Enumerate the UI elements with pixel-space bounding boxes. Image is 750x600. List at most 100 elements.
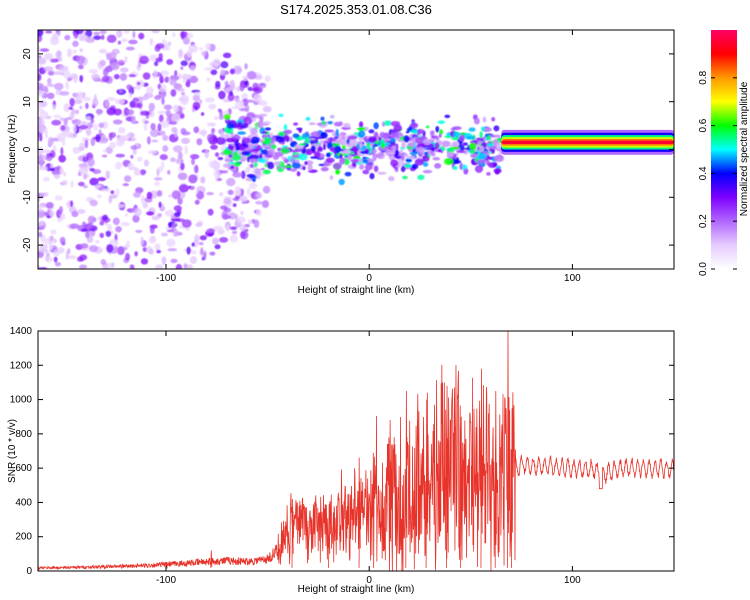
spectrogram-cell	[426, 147, 437, 151]
spectrogram-cell	[239, 99, 244, 106]
spectrogram-cell	[145, 86, 154, 95]
spectrogram-cell	[358, 159, 363, 163]
colorbar-tick-label: 0.2	[698, 214, 709, 228]
spectrogram-cell	[357, 130, 366, 138]
spectrogram-cell	[429, 130, 435, 136]
spectrogram-cell	[466, 135, 476, 140]
spectrogram-cell	[57, 31, 61, 36]
spectrogram-cell	[143, 159, 149, 167]
spectrogram-cell	[38, 196, 41, 203]
spectrogram-cell	[144, 120, 150, 124]
spectrogram-cell	[99, 30, 107, 35]
spectrogram-cell	[143, 122, 148, 132]
spectrogram-cell	[444, 114, 451, 119]
spectrogram-cell	[173, 145, 183, 153]
spectrogram-cell	[158, 201, 162, 208]
spectrogram-cell	[304, 161, 308, 166]
spectrogram-cell	[162, 145, 169, 152]
spectrogram-cell	[93, 123, 98, 131]
spectrogram-cell	[181, 73, 192, 80]
spectrogram-cell	[244, 167, 251, 174]
spectrogram-cell	[488, 145, 498, 150]
spectrogram-cell	[218, 90, 226, 100]
spectrogram-cell	[313, 151, 321, 158]
spectrogram-cell	[161, 256, 167, 266]
spectrogram-cell	[42, 176, 50, 182]
spectrogram-cell	[82, 96, 91, 102]
spectrogram-cell	[169, 79, 177, 86]
spectrogram-cell	[85, 127, 92, 136]
spectrogram-cell	[170, 218, 181, 222]
spectrogram-cell	[401, 141, 406, 149]
spectrogram-cell	[333, 121, 343, 127]
spectrogram-cell	[59, 167, 64, 174]
spectrogram-cell	[99, 220, 105, 226]
spectrogram-cell	[341, 144, 346, 150]
spectrogram-cell	[484, 127, 492, 133]
spectrogram-cell	[229, 68, 236, 75]
spectrogram-cell	[159, 130, 166, 136]
spectrogram-cell	[72, 125, 77, 133]
spectrogram-cell	[283, 158, 289, 164]
spectrogram-cell	[356, 127, 366, 131]
spectrogram-cell	[348, 139, 357, 146]
spectrogram-cell	[310, 156, 318, 159]
snr-y-tick-label: 800	[15, 429, 32, 440]
spectrogram-cell	[115, 153, 125, 158]
spectrogram-cell	[326, 157, 335, 163]
spectrogram-cell	[234, 161, 241, 167]
spectrogram-cell	[283, 129, 293, 135]
spectrogram-cell	[116, 30, 123, 38]
spectrogram-cell	[335, 170, 341, 175]
spectrogram-cell	[66, 248, 71, 255]
colorbar-label: Normalized spectral amplitude	[739, 81, 750, 216]
spectrogram-cell	[248, 142, 255, 149]
spectrogram-cell	[159, 114, 164, 123]
spectrogram-y-axis-label: Frequency (Hz)	[7, 115, 18, 184]
spectrogram-cell	[53, 71, 63, 76]
spectrogram-cell	[329, 175, 334, 180]
spectrogram-cell	[267, 161, 275, 170]
spectrogram-cell	[280, 148, 290, 154]
spectrogram-cell	[390, 121, 401, 127]
spectrogram-x-axis-label: Height of straight line (km)	[298, 285, 415, 296]
spectrogram-cell	[47, 70, 55, 76]
spectrogram-cell	[339, 153, 343, 159]
spectrogram-cell	[128, 39, 138, 45]
spectrogram-cell	[160, 232, 169, 237]
spectrogram-cell	[38, 166, 48, 171]
spectrogram-cell	[173, 104, 179, 113]
spectrogram-cell	[38, 102, 42, 110]
spectrogram-cell	[140, 258, 149, 265]
spectrogram-cell	[104, 99, 110, 108]
spectrogram-cell	[136, 156, 143, 162]
spectrogram-cell	[220, 61, 229, 69]
spectrogram-cell	[189, 65, 196, 72]
spectrogram-cell	[249, 158, 259, 163]
spectrogram-cell	[188, 185, 192, 189]
spectrogram-cell	[452, 165, 458, 171]
spectrogram-cell	[347, 135, 358, 140]
spectrogram-cell	[493, 125, 500, 132]
spectrogram-cell	[82, 121, 86, 125]
spectrogram-cell	[81, 137, 90, 142]
spectrogram-cell	[407, 142, 416, 148]
spectrogram-cell	[87, 158, 95, 167]
spectrogram-cell	[343, 158, 350, 166]
spectrogram-cell	[147, 150, 157, 155]
spectrogram-cell	[219, 109, 223, 116]
spectrogram-cell	[213, 225, 224, 231]
spectrogram-cell	[79, 105, 83, 110]
colorbar-tick-label: 0.0	[698, 262, 709, 276]
spectrogram-cell	[253, 161, 258, 168]
spectrogram-cell	[311, 131, 321, 137]
spectrogram-cell	[200, 112, 205, 116]
spectrogram-cell	[224, 80, 229, 87]
snr-x-axis-label: Height of straight line (km)	[298, 584, 415, 595]
spectrogram-cell	[362, 156, 367, 160]
spectrogram-cell	[188, 174, 198, 184]
spectrogram-cell	[126, 133, 131, 138]
spectrogram-cell	[110, 190, 115, 195]
spectrogram-cell	[149, 37, 154, 46]
spectrogram-cell	[198, 47, 204, 51]
